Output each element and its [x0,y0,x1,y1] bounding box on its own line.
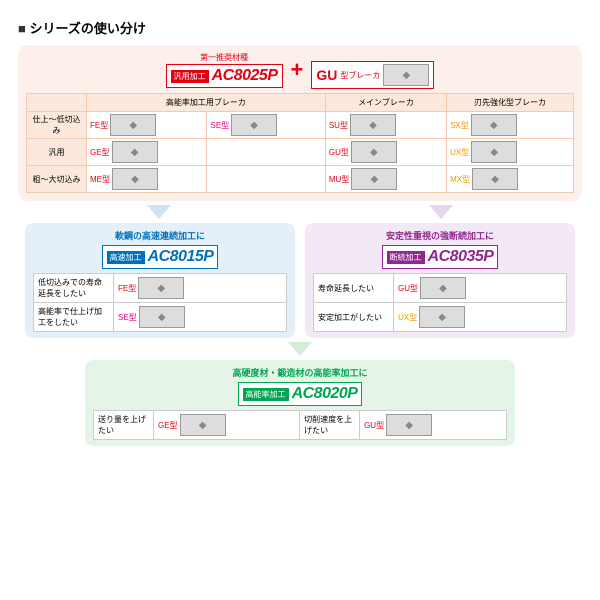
section-title: シリーズの使い分け [18,18,582,37]
su-thumb [350,114,396,136]
blue-se: SE型 [118,312,137,323]
col-header-2: メインブレーカ [325,94,446,112]
purple-table: 寿命延長したい GU型 安定加工がしたい UX型 [313,273,567,332]
plus-icon: + [291,57,304,83]
grade-ac8020p: AC8020P [292,385,358,403]
me-thumb [112,168,158,190]
col-header-1: 高能率加工用ブレーカ [87,94,326,112]
green-subtitle: 高硬度材・鍛造材の高能率加工に [93,366,507,379]
sub-row: 軟鋼の高速連続加工に 高速加工 AC8015P 低切込みでの寿命延長をしたい F… [18,223,582,338]
fe-label: FE型 [90,120,108,131]
blue-r2-label: 高能率で仕上げ加工をしたい [34,303,114,332]
gu2-thumb [351,141,397,163]
ge-label: GE型 [90,147,110,158]
gu-thumb [383,64,429,86]
recommend-label: 第一推奨材種 [166,52,283,63]
green-r2-label: 切削速度を上げたい [300,411,360,440]
blue-badge: 高速加工 AC8015P [102,245,219,269]
row2-label: 汎用 [27,139,87,166]
mu-thumb [351,168,397,190]
blue-tag: 高速加工 [107,251,145,264]
green-badge: 高能率加工 AC8020P [238,382,363,406]
green-r1-label: 送り量を上げたい [94,411,154,440]
row3-label: 粗～大切込み [27,166,87,193]
arrow-green-row [18,342,582,356]
green-ge: GE型 [158,420,178,431]
purple-ux: UX型 [398,312,417,323]
blue-table: 低切込みでの寿命延長をしたい FE型 高能率で仕上げ加工をしたい SE型 [33,273,287,332]
blue-subtitle: 軟鋼の高速連続加工に [33,229,287,242]
gu-label: GU [316,67,337,83]
arrow-green-icon [288,342,312,356]
purple-ux-thumb [419,306,465,328]
blue-box: 軟鋼の高速連続加工に 高速加工 AC8015P 低切込みでの寿命延長をしたい F… [25,223,295,338]
blue-fe: FE型 [118,283,136,294]
mu-label: MU型 [329,174,349,185]
general-badge: 汎用加工 AC8025P [166,64,283,88]
green-box: 高硬度材・鍛造材の高能率加工に 高能率加工 AC8020P 送り量を上げたい G… [85,360,515,446]
grade-ac8015p: AC8015P [148,248,214,266]
purple-r1-label: 寿命延長したい [314,274,394,303]
breaker-table: 高能率加工用ブレーカ メインブレーカ 刃先強化型ブレーカ 仕上～低切込み FE型… [26,93,574,193]
purple-subtitle: 安定性重視の強断続加工に [313,229,567,242]
row1-label: 仕上～低切込み [27,112,87,139]
purple-gu-thumb [420,277,466,299]
arrow-blue-icon [147,205,171,219]
se-thumb [231,114,277,136]
sx-thumb [471,114,517,136]
grade-ac8025p: AC8025P [212,67,278,85]
blue-fe-thumb [138,277,184,299]
green-tag: 高能率加工 [243,388,289,401]
gu-badge: GU 型ブレーカ [311,61,434,89]
sx-label: SX型 [450,120,469,131]
gu-suffix: 型ブレーカ [340,70,380,81]
grade-ac8035p: AC8035P [428,248,494,266]
purple-box: 安定性重視の強断続加工に 断続加工 AC8035P 寿命延長したい GU型 安定… [305,223,575,338]
green-gu-thumb [386,414,432,436]
purple-gu: GU型 [398,283,418,294]
main-panel: 第一推奨材種 汎用加工 AC8025P + GU 型ブレーカ 高能率加工用ブレー… [18,45,582,201]
green-table: 送り量を上げたい GE型 切削速度を上げたい GU型 [93,410,507,440]
me-label: ME型 [90,174,110,185]
header-row: 第一推奨材種 汎用加工 AC8025P + GU 型ブレーカ [26,51,574,89]
arrow-purple-icon [429,205,453,219]
arrow-row [18,205,582,219]
su-label: SU型 [329,120,348,131]
blue-r1-label: 低切込みでの寿命延長をしたい [34,274,114,303]
general-tag: 汎用加工 [171,70,209,83]
ux-thumb [471,141,517,163]
mx-thumb [472,168,518,190]
purple-badge: 断続加工 AC8035P [382,245,499,269]
purple-r2-label: 安定加工がしたい [314,303,394,332]
purple-tag: 断続加工 [387,251,425,264]
blue-se-thumb [139,306,185,328]
mx-label: MX型 [450,174,470,185]
ge-thumb [112,141,158,163]
green-gu: GU型 [364,420,384,431]
col-header-3: 刃先強化型ブレーカ [447,94,574,112]
se-label: SE型 [210,120,229,131]
gu2-label: GU型 [329,147,349,158]
ux-label: UX型 [450,147,469,158]
green-ge-thumb [180,414,226,436]
fe-thumb [110,114,156,136]
